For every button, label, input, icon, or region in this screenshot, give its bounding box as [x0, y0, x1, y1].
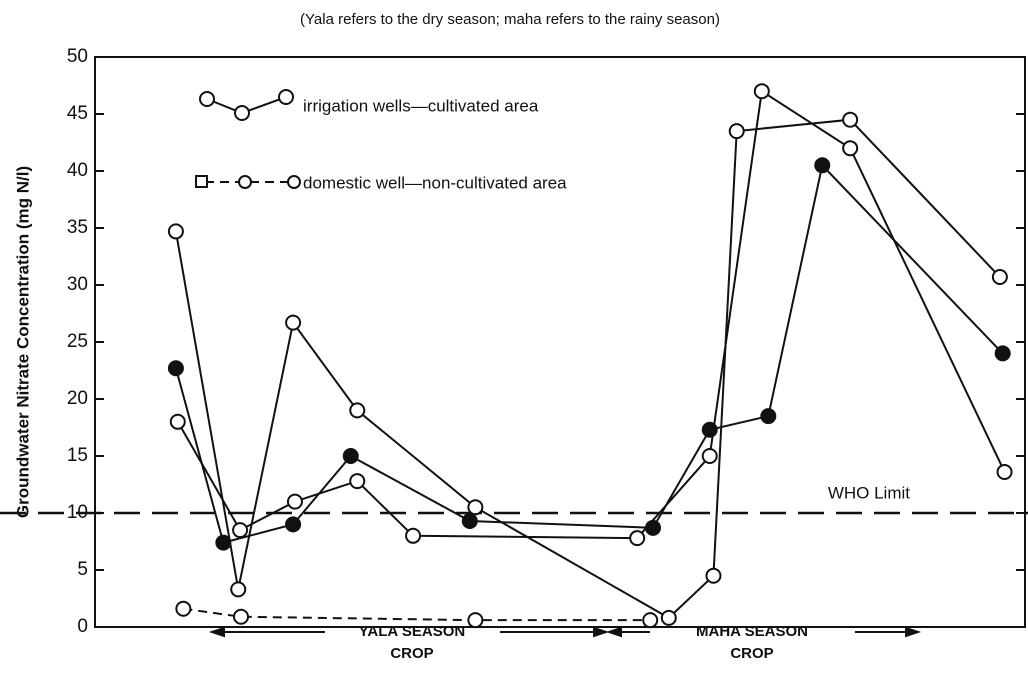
data-point: [629, 530, 646, 547]
data-point: [286, 493, 303, 510]
season-label: CROP: [730, 645, 773, 662]
data-point: [167, 223, 184, 240]
legend-sample-domestic: [195, 175, 301, 189]
data-point: [996, 463, 1013, 480]
y-tick-label: 40: [67, 160, 88, 181]
series-line: [176, 89, 1006, 540]
data-point: [705, 567, 722, 584]
data-point: [994, 345, 1011, 362]
y-tick-label: 35: [67, 217, 88, 238]
data-point: [232, 522, 249, 539]
series-line: [183, 607, 651, 622]
data-point: [349, 473, 366, 490]
data-point: [467, 612, 484, 629]
data-point: [405, 527, 422, 544]
season-label: YALA SEASON: [359, 623, 465, 640]
reference-label: WHO Limit: [828, 483, 910, 502]
y-tick-label: 5: [77, 559, 88, 580]
data-point: [342, 448, 359, 464]
season-label: CROP: [390, 645, 433, 662]
data-point: [842, 111, 859, 128]
data-point: [760, 408, 777, 425]
y-tick-label: 30: [67, 274, 88, 295]
data-point: [169, 413, 186, 430]
season-label: MAHA SEASON: [696, 623, 808, 640]
data-point: [467, 499, 484, 516]
y-tick-label: 15: [67, 445, 88, 466]
series-line: [174, 163, 1004, 544]
y-tick-label: 25: [67, 331, 88, 352]
data-point: [285, 516, 302, 533]
data-point: [753, 83, 770, 100]
data-point: [230, 581, 247, 598]
data-point: [349, 402, 366, 419]
legend-label: domestic well—non-cultivated area: [303, 173, 567, 192]
data-point: [842, 140, 859, 157]
data-point: [461, 512, 478, 529]
data-point: [167, 360, 184, 377]
data-point: [660, 609, 677, 626]
legend-label: irrigation wells—cultivated area: [303, 96, 539, 115]
chart-subtitle: (Yala refers to the dry season; maha ref…: [300, 11, 720, 28]
series-line: [174, 118, 1001, 620]
y-axis-label: Groundwater Nitrate Concentration (mg N/…: [13, 166, 32, 518]
plot-frame: [94, 56, 1026, 628]
data-point: [642, 612, 659, 629]
data-point: [991, 269, 1008, 286]
y-tick-label: 20: [67, 388, 88, 409]
y-tick-label: 0: [77, 616, 88, 637]
legend-sample-irrigation: [199, 89, 294, 121]
data-point: [233, 608, 250, 625]
data-point: [175, 600, 192, 617]
data-point: [285, 314, 302, 331]
data-point: [814, 157, 831, 174]
data-point: [728, 123, 745, 140]
y-tick-label: 45: [67, 103, 88, 124]
data-point: [701, 448, 718, 464]
season-arrows: [208, 626, 922, 638]
data-point: [645, 519, 661, 536]
y-tick-label: 50: [67, 46, 88, 67]
data-point: [215, 534, 232, 551]
